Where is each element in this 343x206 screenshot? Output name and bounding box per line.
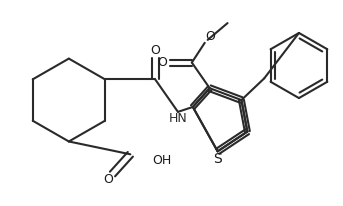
Text: O: O: [104, 173, 114, 186]
Text: HN: HN: [168, 112, 187, 125]
Text: O: O: [157, 56, 167, 69]
Text: O: O: [150, 44, 160, 57]
Text: O: O: [205, 30, 215, 43]
Text: S: S: [213, 152, 222, 166]
Text: OH: OH: [152, 154, 172, 167]
